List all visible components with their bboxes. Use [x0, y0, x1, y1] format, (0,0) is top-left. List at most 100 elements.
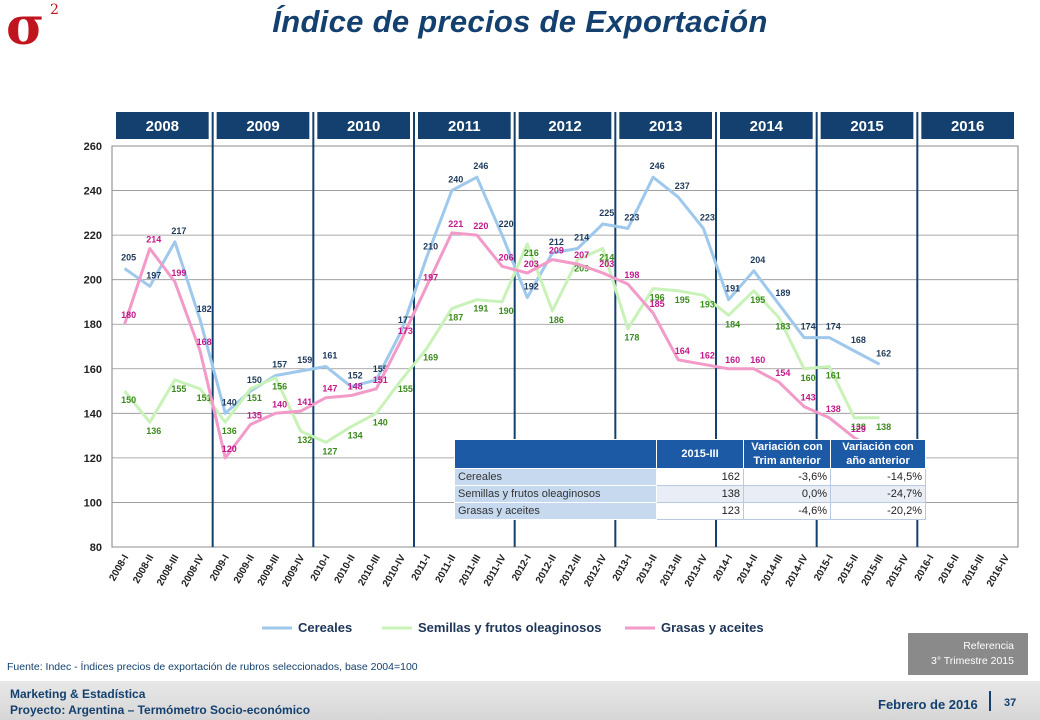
- table-row-trim: -3,6%: [743, 468, 831, 486]
- data-label-semillas: 140: [373, 417, 388, 427]
- footer-department: Marketing & Estadística: [10, 687, 146, 701]
- year-label-bg: [116, 112, 209, 139]
- data-label-cereales: 182: [197, 304, 212, 314]
- data-label-grasas: 207: [574, 250, 589, 260]
- table-header-row: 2015-III Variación con Trim anterior Vari…: [454, 439, 926, 469]
- table-corner: [454, 439, 657, 469]
- data-label-grasas: 220: [473, 221, 488, 231]
- data-label-semillas: 178: [624, 333, 639, 343]
- year-label: 2011: [448, 118, 481, 135]
- data-label-cereales: 204: [750, 255, 765, 265]
- source-note: Fuente: Indec - Índices precios de expor…: [7, 661, 418, 673]
- data-label-grasas: 148: [348, 382, 363, 392]
- x-tick-label: 2016-I: [913, 553, 937, 583]
- data-label-grasas: 180: [121, 310, 136, 320]
- year-label-bg: [216, 112, 310, 139]
- data-label-cereales: 155: [373, 364, 388, 374]
- legend-label-grasas: Grasas y aceites: [661, 620, 764, 635]
- x-tick-label: 2008-III: [155, 553, 182, 588]
- y-tick-label: 240: [84, 186, 102, 198]
- data-label-grasas: 203: [524, 259, 539, 269]
- export-price-chart: 80 100 120 140 160 180 200 220 240 260 2008 2009 201…: [84, 112, 1019, 635]
- year-label: 2016: [951, 118, 984, 135]
- table-row: Cereales 162 -3,6% -14,5%: [454, 468, 926, 486]
- data-label-semillas: 134: [348, 431, 363, 441]
- year-label: 2015: [850, 118, 883, 135]
- data-label-cereales: 161: [322, 351, 337, 361]
- footer-project: Proyecto: Argentina – Termómetro Socio-e…: [10, 703, 311, 717]
- table-header-anio-line1: Variación con: [842, 441, 914, 453]
- data-label-cereales: 220: [499, 219, 514, 229]
- x-tick-label: 2011-II: [434, 553, 459, 585]
- x-tick-label: 2016-II: [937, 553, 962, 586]
- data-label-grasas: 129: [851, 424, 866, 434]
- x-tick-label: 2012-II: [534, 553, 559, 586]
- x-tick-label: 2010-II: [333, 553, 358, 586]
- data-label-semillas: 132: [297, 435, 312, 445]
- data-label-grasas: 160: [750, 355, 765, 365]
- data-label-semillas: 195: [675, 295, 690, 305]
- data-label-cereales: 192: [524, 281, 539, 291]
- table-row-value: 162: [656, 468, 744, 486]
- table-header-anio-line2: año anterior: [846, 455, 910, 467]
- data-label-semillas: 138: [851, 422, 866, 432]
- data-label-cereales: 140: [222, 397, 237, 407]
- table-row-trim: 0,0%: [743, 485, 831, 503]
- data-label-cereales: 214: [574, 232, 589, 242]
- data-label-cereales: 189: [775, 288, 790, 298]
- y-tick-label: 140: [84, 408, 102, 420]
- data-label-cereales: 237: [675, 181, 690, 191]
- table-header-anio: Variación con año anterior: [830, 439, 926, 469]
- year-label-bg: [418, 112, 511, 139]
- footer-left: Marketing & Estadística Proyecto: Argent…: [10, 686, 310, 718]
- y-tick-label: 180: [84, 319, 102, 331]
- table-header-trim-line2: Trim anterior: [753, 455, 821, 467]
- x-tick-label: 2010-IV: [381, 553, 408, 589]
- table-row-anio: -20,2%: [830, 502, 926, 520]
- page-title: Índice de precios de Exportación: [272, 4, 768, 39]
- year-label: 2010: [347, 118, 380, 135]
- data-label-grasas: 173: [398, 326, 413, 336]
- data-label-cereales: 152: [348, 371, 363, 381]
- data-label-cereales: 225: [599, 208, 614, 218]
- data-label-semillas: 150: [121, 395, 136, 405]
- x-tick-label: 2013-IV: [683, 553, 710, 589]
- data-label-semillas: 190: [499, 306, 514, 316]
- year-label-bg: [619, 112, 712, 139]
- reference-label: Referencia: [963, 640, 1014, 652]
- data-label-cereales: 246: [473, 161, 488, 171]
- x-tick-label: 2009-I: [208, 553, 232, 583]
- data-label-cereales: 174: [826, 322, 841, 332]
- x-tick-label: 2008-I: [107, 553, 131, 583]
- data-label-semillas: 193: [700, 299, 715, 309]
- year-label: 2014: [750, 118, 784, 135]
- y-tick-label: 200: [84, 275, 102, 287]
- data-label-grasas: 203: [599, 259, 614, 269]
- data-label-cereales: 197: [146, 270, 161, 280]
- data-label-grasas: 138: [826, 404, 841, 414]
- data-label-semillas: 151: [247, 393, 262, 403]
- footer-bar: Marketing & Estadística Proyecto: Argent…: [0, 681, 1040, 720]
- summary-table: 2015-III Variación con Trim anterior Vari…: [454, 439, 926, 520]
- series-line-grasas: [123, 231, 881, 460]
- data-label-cereales: 168: [851, 335, 866, 345]
- data-label-semillas: 191: [473, 304, 488, 314]
- x-tick-label: 2015-I: [812, 553, 836, 583]
- table-row-label: Semillas y frutos oleaginosos: [454, 485, 657, 503]
- x-tick-label: 2015-III: [860, 553, 887, 588]
- data-label-semillas: 195: [750, 295, 765, 305]
- footer-date: Febrero de 2016: [878, 697, 978, 712]
- table-row: Grasas y aceites 123 -4,6% -20,2%: [454, 502, 926, 520]
- x-tick-label: 2013-II: [635, 553, 660, 586]
- y-tick-label: 120: [84, 453, 102, 465]
- data-label-cereales: 212: [549, 237, 564, 247]
- data-label-grasas: 209: [549, 246, 564, 256]
- x-tick-label: 2008-IV: [180, 553, 207, 589]
- data-label-cereales: 246: [650, 161, 665, 171]
- logo-sigma: σ: [6, 0, 45, 57]
- year-label: 2013: [649, 118, 682, 135]
- table-row-label: Grasas y aceites: [454, 502, 657, 520]
- x-tick-label: 2014-III: [759, 553, 786, 588]
- data-label-cereales: 240: [448, 175, 463, 185]
- data-label-semillas: 151: [197, 393, 212, 403]
